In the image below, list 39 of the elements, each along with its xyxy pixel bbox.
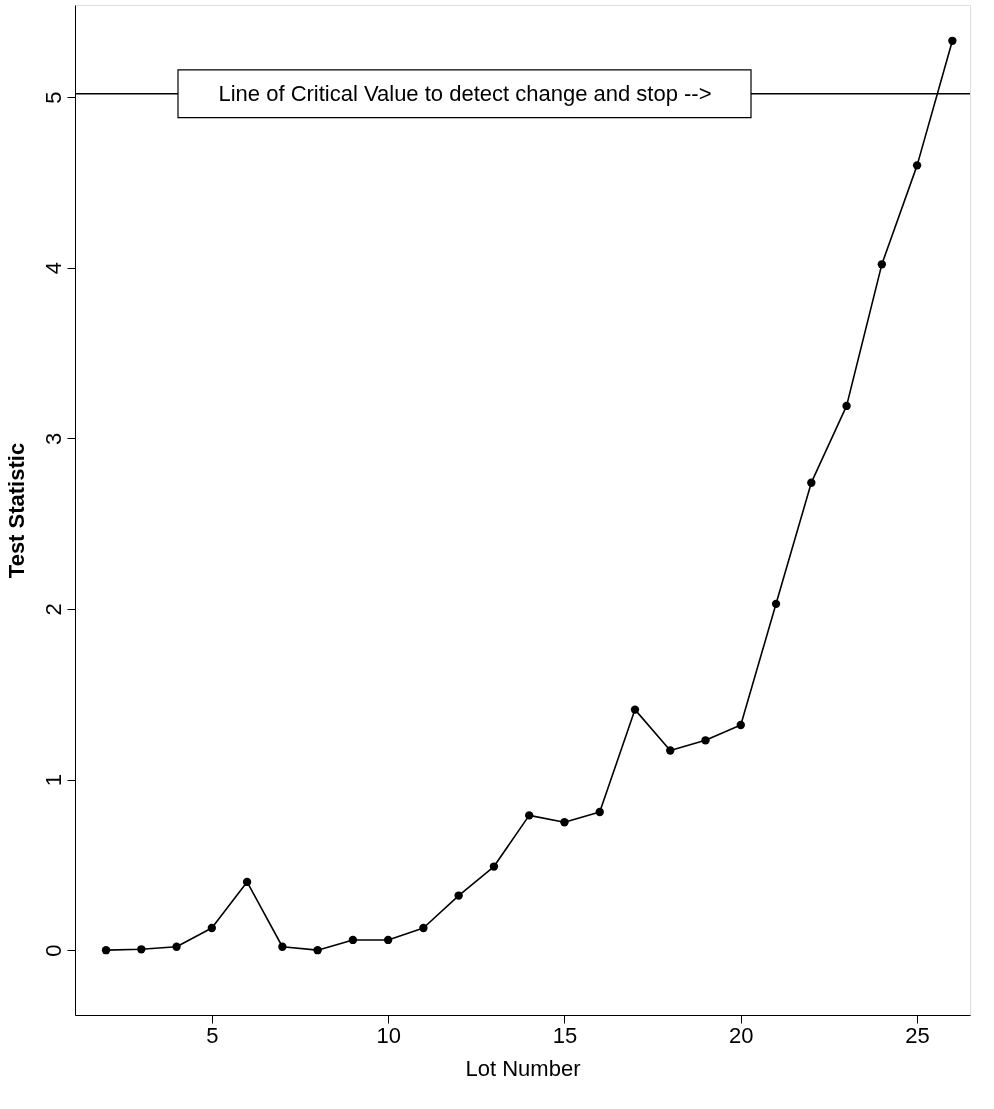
point	[595, 807, 604, 817]
point	[489, 862, 499, 871]
point	[807, 478, 816, 487]
point	[172, 942, 181, 951]
point	[701, 736, 710, 745]
x-tick-label: 10	[376, 1022, 401, 1048]
point	[771, 599, 781, 609]
point	[948, 36, 957, 45]
point	[207, 923, 217, 933]
y-tick-label: 0	[40, 944, 66, 957]
point	[137, 945, 146, 954]
point	[666, 746, 675, 755]
point	[842, 401, 851, 411]
point	[736, 720, 745, 730]
point	[560, 818, 569, 827]
point	[454, 891, 463, 900]
y-tick-label: 1	[40, 773, 66, 787]
y-tick-label: 5	[40, 91, 66, 104]
y-tick-label: 4	[40, 262, 66, 275]
point	[419, 923, 428, 933]
x-tick-label: 15	[552, 1022, 578, 1048]
x-tick-label: 5	[206, 1022, 219, 1048]
x-axis-title: Lot Number	[465, 1055, 581, 1081]
point	[383, 935, 393, 945]
point	[877, 260, 887, 269]
x-tick-label: 25	[905, 1022, 930, 1048]
point	[912, 161, 922, 170]
point	[242, 877, 252, 887]
ref-line-label: Line of Critical Value to detect change and stop -->	[218, 80, 712, 106]
y-tick-label: 2	[40, 603, 66, 616]
point	[630, 705, 640, 714]
x-tick-label: 20	[729, 1022, 754, 1048]
y-tick-label: 3	[40, 432, 66, 445]
point	[101, 945, 111, 955]
point	[525, 811, 534, 820]
point	[313, 945, 322, 955]
point	[278, 942, 287, 951]
y-axis-title: Test Statistic	[3, 442, 29, 579]
point	[348, 935, 358, 945]
